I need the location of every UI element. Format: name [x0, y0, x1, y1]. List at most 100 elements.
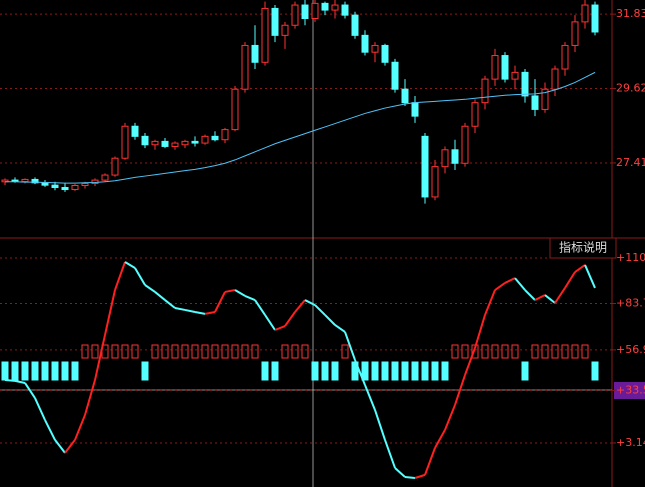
candle-body [421, 135, 429, 198]
indicator-segment [24, 382, 36, 399]
indicator-segment [474, 314, 486, 349]
indicator-segment [334, 324, 346, 333]
candle-body [231, 88, 239, 131]
indicator-segment [394, 467, 406, 478]
signal-bar [381, 361, 389, 381]
indicator-segment [384, 439, 396, 469]
signal-bar [251, 344, 259, 359]
signal-bar [151, 344, 159, 359]
candle-body [341, 4, 349, 16]
indicator-segment [514, 277, 526, 291]
indicator-segment [204, 311, 216, 315]
indicator-panel: +110 +83.7 +56.9 +33.5 +3.14 [0, 251, 645, 479]
candle-body [241, 44, 249, 90]
signal-bar [501, 344, 509, 359]
candle-body [331, 4, 339, 11]
indicator-segment [44, 419, 56, 441]
moving-average [5, 71, 596, 184]
y-tick-label: 27.41 [616, 156, 645, 169]
candle-body [71, 184, 79, 191]
signal-bar [311, 361, 319, 381]
indicator-segment [584, 264, 596, 289]
candle-body [201, 135, 209, 144]
candle-body [361, 34, 369, 53]
indicator-segment [314, 304, 326, 316]
signal-bar [581, 344, 589, 359]
indicator-segment [214, 291, 226, 313]
indicator-segment [324, 314, 336, 326]
indicator-segment [154, 291, 166, 301]
signal-bar [21, 361, 29, 381]
indicator-segment [14, 379, 26, 384]
indicator-segment [454, 374, 466, 406]
signal-bar [411, 361, 419, 381]
candle-body [181, 140, 189, 146]
indicator-segment [534, 294, 546, 301]
candle-body [171, 142, 179, 147]
candle-body [461, 125, 469, 164]
signal-bar [121, 344, 129, 359]
signal-bar [431, 361, 439, 381]
y-tick-label: +56.9 [616, 343, 645, 356]
candle-body [571, 21, 579, 46]
signal-bar [131, 344, 139, 359]
y-tick-label: 29.62 [616, 82, 645, 95]
indicator-help-label[interactable]: 指标说明 [559, 240, 607, 255]
signal-bar [321, 361, 329, 381]
indicator-segment [164, 299, 176, 309]
indicator-segment [564, 271, 576, 289]
signal-bar [111, 344, 119, 359]
signal-bar [521, 361, 529, 381]
candle-body [451, 149, 459, 164]
indicator-segment [444, 404, 456, 431]
indicator-segment [224, 289, 236, 293]
indicator-segment [554, 287, 566, 304]
indicator-segment [364, 384, 376, 411]
candle-body [141, 135, 149, 146]
candle-body [581, 4, 589, 23]
signal-bar [451, 344, 459, 359]
indicator-segment [174, 307, 186, 311]
signal-bar [91, 344, 99, 359]
indicator-segment [64, 439, 76, 454]
indicator-help-button[interactable] [549, 237, 617, 259]
indicator-segment [54, 439, 66, 454]
signal-bar [81, 344, 89, 359]
candle-body [211, 135, 219, 141]
signal-bar [341, 344, 349, 359]
signal-bar [331, 361, 339, 381]
signal-bar [241, 344, 249, 359]
signal-bar [31, 361, 39, 381]
y-tick-label: +3.14 [616, 436, 645, 449]
candle-body [161, 140, 169, 147]
signal-bar [421, 361, 429, 381]
signal-bar [231, 344, 239, 359]
candle-body [271, 7, 279, 36]
candle-body [311, 2, 319, 20]
candle-body [131, 125, 139, 137]
candle-body [511, 71, 519, 80]
indicator-segment [134, 267, 146, 286]
price-panel: 31.83 29.62 27.41 [0, 0, 645, 204]
signal-bar [161, 344, 169, 359]
signal-bar [291, 344, 299, 359]
signal-bar [51, 361, 59, 381]
signal-bar [301, 344, 309, 359]
candle-body [541, 88, 549, 110]
signal-bar [261, 361, 269, 381]
signal-bar [361, 361, 369, 381]
indicator-segment [354, 359, 366, 386]
signal-bar [181, 344, 189, 359]
candle-body [491, 55, 499, 80]
indicator-segment [114, 261, 126, 291]
candle-body [411, 102, 419, 117]
candle-body [591, 4, 599, 33]
candle-body [441, 149, 449, 168]
candle-body [351, 14, 359, 36]
indicator-segment [4, 379, 16, 382]
indicator-segment [574, 264, 586, 273]
signal-bar [201, 344, 209, 359]
indicator-segment [244, 294, 256, 301]
indicator-segment [374, 409, 386, 441]
